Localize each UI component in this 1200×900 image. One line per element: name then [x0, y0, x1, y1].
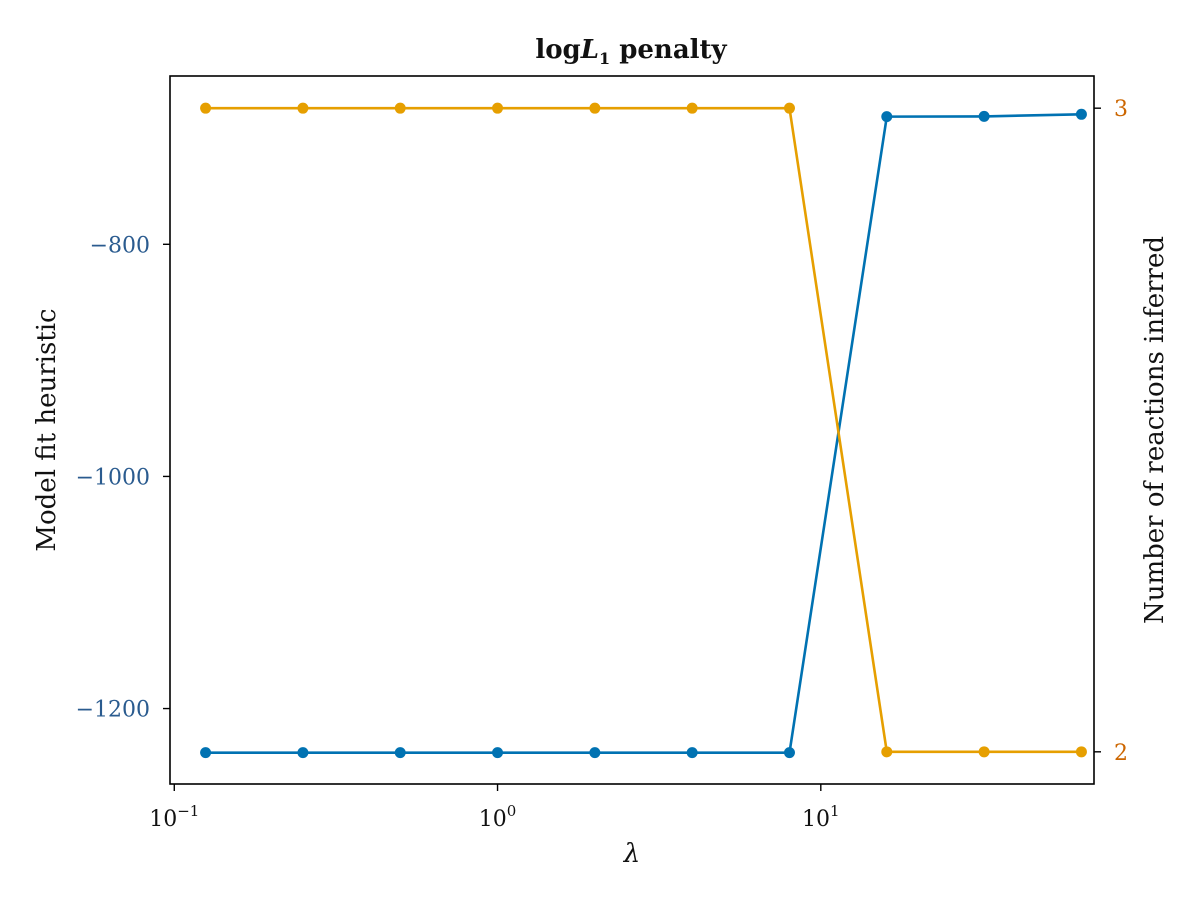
series-right-point-3	[492, 102, 504, 114]
series-right-line	[205, 106, 1082, 754]
series-left-point-0	[200, 747, 212, 759]
series-left-point-1	[297, 747, 309, 759]
y-left-tick-label-2: −1200	[76, 698, 150, 723]
series-right-point-7	[881, 746, 893, 758]
ticks-layer: 10−1 100 101 −800 −1000 −1200 2 3	[76, 97, 1128, 832]
chart-title: logL1 penalty	[535, 35, 727, 68]
series-right-point-0	[200, 102, 212, 114]
series-right-point-6	[783, 102, 795, 114]
series-right-point-9	[1075, 746, 1087, 758]
series-left-point-3	[492, 747, 504, 759]
series-left-point-7	[881, 111, 893, 123]
series-right-point-8	[978, 746, 990, 758]
x-axis-title: λ	[623, 839, 640, 869]
chart-title-prefix: log	[535, 35, 580, 65]
x-tick-label-1: 100	[479, 802, 517, 832]
series-right-point-1	[297, 102, 309, 114]
chart-title-suffix: penalty	[610, 35, 727, 65]
series-left-line	[205, 113, 1082, 754]
y-right-tick-label-1: 3	[1114, 97, 1128, 122]
series-right-point-2	[394, 102, 406, 114]
y-axis-right-title: Number of reactions inferred	[1140, 236, 1170, 624]
x-tick-label-2: 101	[802, 802, 840, 832]
series-left-point-2	[394, 747, 406, 759]
y-axis-left-title: Model fit heuristic	[32, 308, 62, 551]
y-left-tick-label-0: −800	[90, 233, 150, 258]
y-right-tick-label-0: 2	[1114, 741, 1128, 766]
chart-title-subscript: 1	[599, 49, 610, 68]
series-left-point-6	[783, 747, 795, 759]
series-left-point-5	[686, 747, 698, 759]
series-left-point-9	[1075, 108, 1087, 120]
series-left-point-4	[589, 747, 601, 759]
series-left-point-8	[978, 110, 990, 122]
series-right-point-5	[686, 102, 698, 114]
y-left-tick-label-1: −1000	[76, 465, 150, 490]
plot-frame	[169, 75, 1095, 785]
series-layer	[200, 102, 1087, 759]
x-tick-label-0: 10−1	[149, 802, 199, 832]
chart-title-symbol: L	[580, 35, 599, 65]
series-right-point-4	[589, 102, 601, 114]
